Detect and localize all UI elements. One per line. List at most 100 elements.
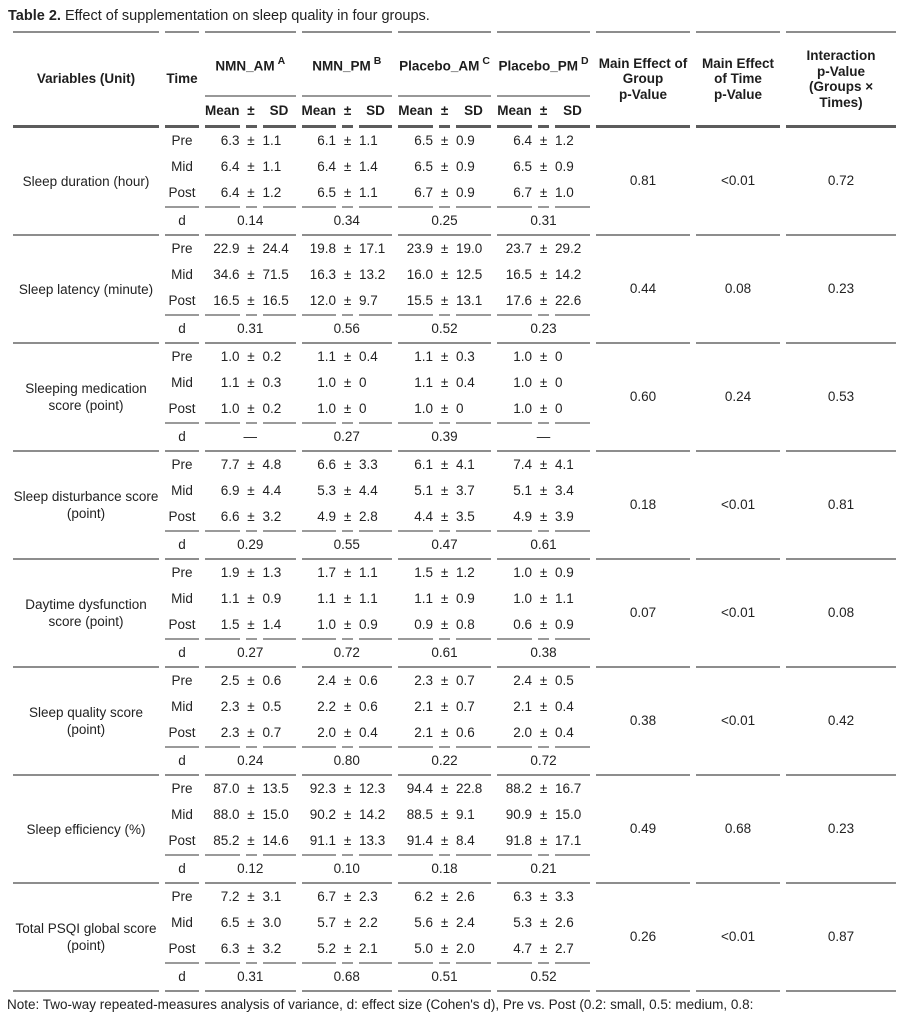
mean-value: 2.0 (301, 720, 337, 748)
table-body: Sleep duration (hour) Pre 6.3 ±1.1 6.1 ±1.1 6.… (13, 128, 897, 992)
plus-minus-sign: ± (440, 457, 449, 472)
mean-value: 4.9 (497, 504, 533, 532)
mean-value: 85.2 (205, 828, 240, 856)
mean-value: 88.0 (213, 807, 240, 822)
mean-value: 16.5 (205, 288, 240, 316)
d-value: 0.39 (398, 424, 492, 452)
mean-value: 91.4 (398, 828, 434, 856)
plus-minus-sign: ± (247, 267, 255, 282)
d-label: d (165, 532, 199, 560)
mean-value: 1.0 (301, 396, 337, 424)
plus-minus-sign: ± (247, 591, 255, 606)
plus-minus-sign: ± (439, 720, 451, 748)
d-value: 0.72 (497, 748, 591, 776)
mean-value: 6.1 (317, 133, 337, 148)
mean-value: 5.1 (414, 483, 434, 498)
subheader-pm: ± (439, 97, 451, 128)
mean-value: 23.9 (406, 241, 434, 256)
time-cell: Pre (171, 673, 193, 688)
sd-value: 0 (555, 375, 563, 390)
mean-value: 2.3 (220, 699, 240, 714)
plus-minus-sign: ± (440, 673, 449, 688)
plus-minus-sign: ± (539, 673, 548, 688)
data-row: Mid 6.4 ±1.1 6.4 ±1.4 6.5 ±0.9 6.5 ±0.9 (13, 154, 896, 180)
p-value-time: <0.01 (696, 452, 781, 560)
d-value: 0.55 (301, 532, 393, 560)
sd-value: 13.3 (359, 828, 393, 856)
data-row: Mid 6.5 ±3.0 5.7 ±2.2 5.6 ±2.4 5.3 ±2.6 (13, 910, 896, 936)
plus-minus-sign: ± (343, 349, 352, 364)
sd-value: 0.9 (555, 565, 574, 580)
sd-value: 12.5 (456, 267, 483, 282)
plus-minus-sign: ± (245, 612, 257, 640)
sd-value: 1.1 (359, 180, 393, 208)
sd-value: 3.0 (262, 915, 282, 930)
col-header-variables: Variables (Unit) (13, 31, 159, 128)
d-value: 0.23 (497, 316, 591, 344)
plus-minus-sign: ± (440, 807, 449, 822)
d-value: 0.22 (398, 748, 492, 776)
mean-value: 19.8 (309, 241, 337, 256)
plus-minus-sign: ± (439, 828, 451, 856)
mean-value: 1.0 (220, 349, 240, 364)
sd-value: 1.1 (262, 133, 282, 148)
sd-value: 1.1 (359, 133, 378, 148)
plus-minus-sign: ± (343, 781, 352, 796)
plus-minus-sign: ± (343, 267, 352, 282)
variable-label: Total PSQI global score (point) (13, 884, 159, 992)
data-row: Sleep duration (hour) Pre 6.3 ±1.1 6.1 ±1.1 6.… (13, 128, 897, 236)
plus-minus-sign: ± (539, 159, 548, 174)
plus-minus-sign: ± (343, 133, 352, 148)
mean-value: 6.3 (220, 133, 240, 148)
sd-value: 4.8 (262, 457, 282, 472)
mean-value: 5.3 (317, 483, 337, 498)
plus-minus-sign: ± (247, 375, 255, 390)
p-value-interaction: 0.53 (786, 344, 897, 452)
sd-value: 22.6 (555, 288, 591, 316)
mean-value: 2.3 (205, 720, 240, 748)
mean-value: 5.3 (513, 915, 533, 930)
mean-value: 1.0 (513, 591, 533, 606)
mean-value: 94.4 (406, 781, 434, 796)
d-value: 0.12 (205, 856, 296, 884)
plus-minus-sign: ± (245, 180, 257, 208)
mean-value: 6.2 (414, 889, 434, 904)
plus-minus-sign: ± (342, 720, 354, 748)
sd-value: 3.2 (262, 504, 296, 532)
effect-size-row: d 0.27 0.72 0.61 0.38 (13, 640, 896, 668)
col-header-group-nmn-pm: NMN_PM B (301, 31, 393, 97)
d-label: d (165, 748, 199, 776)
sd-value: 0.9 (359, 612, 393, 640)
mean-value: 1.1 (220, 375, 240, 390)
time-cell: Post (165, 504, 199, 532)
plus-minus-sign: ± (439, 288, 451, 316)
time-cell: Mid (171, 591, 193, 606)
plus-minus-sign: ± (440, 591, 449, 606)
time-cell: Mid (171, 807, 193, 822)
mean-value: 88.5 (406, 807, 434, 822)
sd-value: 16.5 (262, 288, 296, 316)
plus-minus-sign: ± (440, 241, 449, 256)
time-cell: Mid (171, 483, 193, 498)
mean-value: 6.5 (414, 133, 434, 148)
table-title-label: Table 2. (8, 8, 61, 24)
mean-value: 6.5 (414, 159, 434, 174)
sd-value: 29.2 (555, 241, 582, 256)
sd-value: 0.6 (456, 720, 492, 748)
plus-minus-sign: ± (539, 375, 548, 390)
p-value-time: <0.01 (696, 668, 781, 776)
sd-value: 0.9 (555, 612, 591, 640)
sd-value: 0.9 (555, 159, 574, 174)
p-value-interaction: 0.23 (786, 776, 897, 884)
effect-size-row: d 0.29 0.55 0.47 0.61 (13, 532, 896, 560)
plus-minus-sign: ± (539, 699, 548, 714)
plus-minus-sign: ± (343, 673, 352, 688)
plus-minus-sign: ± (440, 889, 449, 904)
plus-minus-sign: ± (440, 781, 449, 796)
d-value: 0.52 (398, 316, 492, 344)
p-value-group: 0.81 (596, 128, 691, 236)
mean-value: 92.3 (309, 781, 337, 796)
plus-minus-sign: ± (247, 241, 255, 256)
plus-minus-sign: ± (440, 375, 449, 390)
plus-minus-sign: ± (343, 457, 352, 472)
